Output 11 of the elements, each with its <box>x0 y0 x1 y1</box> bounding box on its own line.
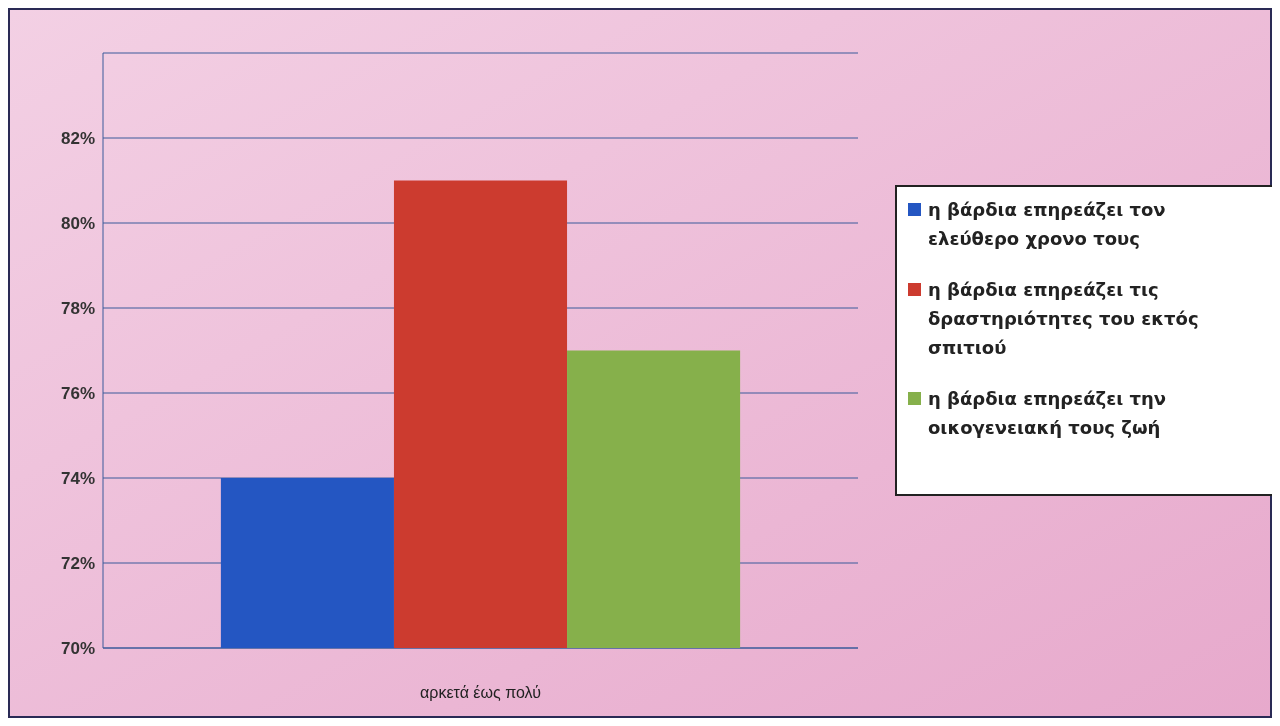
y-tick-label: 82% <box>60 128 95 148</box>
y-tick-label: 74% <box>60 468 95 488</box>
y-tick-label: 72% <box>60 553 95 573</box>
y-tick-label: 70% <box>60 638 95 658</box>
y-tick-label: 76% <box>60 383 95 403</box>
legend-label: η βάρδια επηρεάζει τις δραστηριότητες του εκτός σπιτιού <box>928 279 1199 358</box>
y-tick-label: 78% <box>60 298 95 318</box>
x-tick-label: αρκετά έως πολύ <box>420 684 541 701</box>
y-tick-label: 80% <box>60 213 95 233</box>
legend-label: η βάρδια επηρεάζει την οικογενειακή τους ζωή <box>928 388 1167 438</box>
legend-label: η βάρδια επηρεάζει τον ελεύθερο χρονο τους <box>928 199 1166 249</box>
